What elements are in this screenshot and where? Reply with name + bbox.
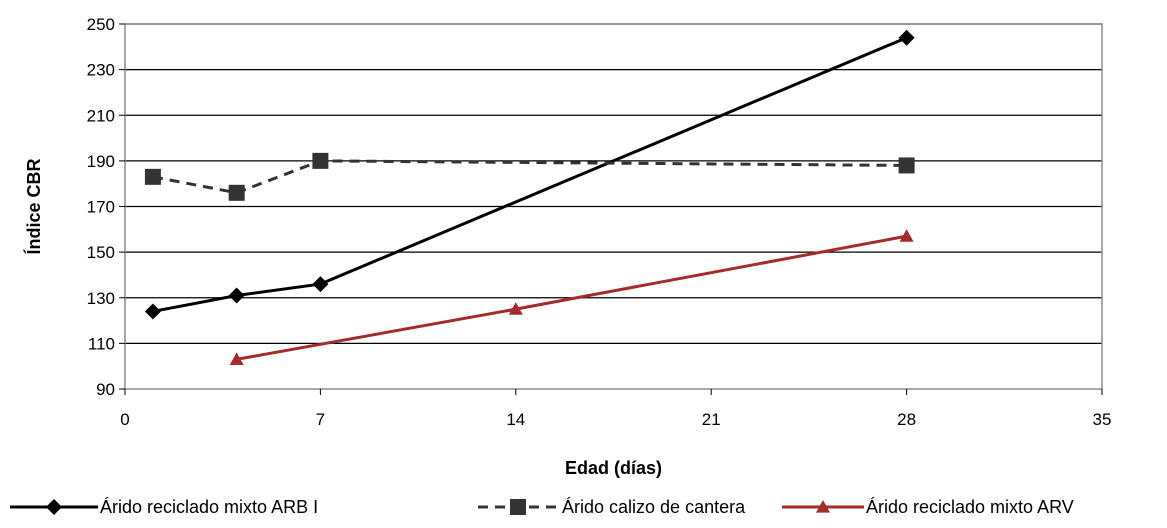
data-point-arb-i-3 [898,29,915,46]
y-tick-label-230: 230 [87,61,115,80]
legend-label-arb-i: Árido reciclado mixto ARB I [100,497,318,517]
y-tick-label-110: 110 [88,334,115,353]
y-axis-ticks: 90 110 130 150 170 190 210 230 250 [87,15,125,399]
series-calizo [144,152,915,201]
legend-item-arv: Árido reciclado mixto ARV [782,497,1074,517]
data-point-calizo-1 [228,184,245,201]
x-tick-label-28: 28 [897,410,916,429]
data-point-calizo-0 [144,168,161,185]
y-tick-label-90: 90 [96,380,115,399]
x-axis-ticks: 0 7 14 21 28 35 [120,389,1111,429]
y-tick-label-210: 210 [87,106,115,125]
data-point-calizo-2 [312,152,329,169]
grid-lines [125,23,1102,344]
data-point-calizo-3 [898,157,915,174]
x-tick-label-35: 35 [1093,410,1112,429]
x-tick-label-21: 21 [702,410,721,429]
legend-label-calizo: Árido calizo de cantera [562,497,746,517]
legend-marker-arv [816,500,830,513]
data-point-arv-2 [899,229,914,242]
y-tick-label-190: 190 [87,152,115,171]
y-tick-label-150: 150 [87,243,115,262]
x-tick-label-7: 7 [316,410,325,429]
y-tick-label-250: 250 [87,15,115,34]
y-tick-label-170: 170 [87,198,115,217]
data-point-arb-i-0 [144,303,161,320]
data-point-arb-i-2 [312,276,329,293]
y-tick-label-130: 130 [87,289,115,308]
legend-marker-arb-i [46,499,62,515]
data-point-arv-1 [508,302,523,315]
series-arb-i [144,29,915,320]
legend-label-arv: Árido reciclado mixto ARV [866,497,1074,517]
legend-item-calizo: Árido calizo de cantera [478,497,746,517]
series-line-arb-i [152,36,908,313]
series-line-calizo [152,159,907,195]
legend-item-arb-i: Árido reciclado mixto ARB I [10,497,318,517]
x-tick-label-14: 14 [506,410,525,429]
legend: Árido reciclado mixto ARB I Árido calizo… [10,497,1074,517]
data-point-arv-0 [229,352,244,365]
x-axis-title: Edad (días) [565,458,662,478]
data-point-arb-i-1 [228,287,245,304]
x-tick-label-0: 0 [120,410,129,429]
series-arv [229,229,914,365]
legend-marker-calizo [510,499,526,515]
series-layer [144,29,915,365]
y-axis-title: Índice CBR [23,158,44,254]
